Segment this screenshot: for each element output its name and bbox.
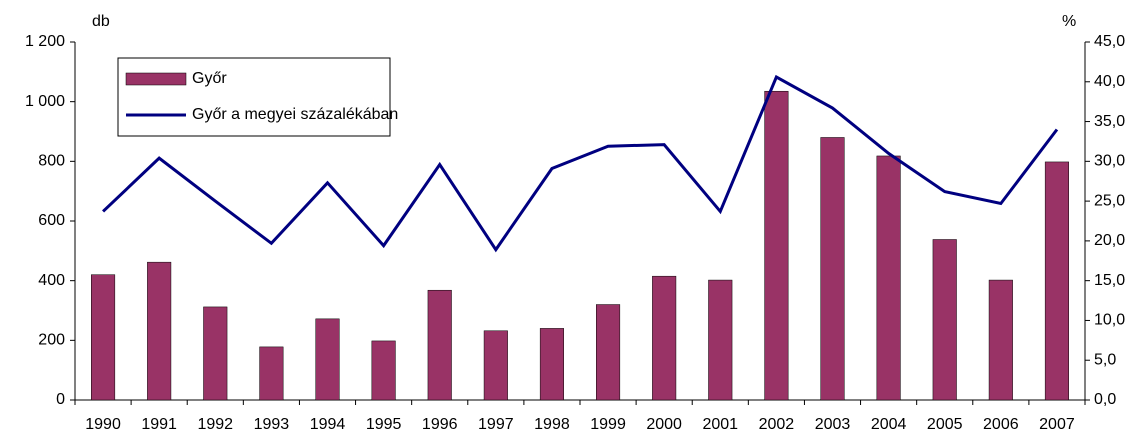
bar (259, 346, 284, 401)
x-tick-label: 1993 (254, 416, 290, 433)
bar (708, 279, 733, 401)
line (102, 74, 1059, 253)
legend-label: Győr (192, 70, 227, 87)
bar (315, 318, 340, 401)
x-tick-label: 1992 (197, 416, 233, 433)
bar (764, 90, 789, 401)
y2-tick-label: 40,0 (1094, 73, 1125, 90)
y-tick-label: 0 (56, 391, 65, 408)
y2-tick-label: 20,0 (1094, 232, 1125, 249)
bar (876, 155, 901, 401)
x-tick-label: 2000 (646, 416, 682, 433)
bar (652, 275, 677, 401)
y-tick-label: 200 (38, 332, 65, 349)
y2-tick-label: 5,0 (1094, 351, 1116, 368)
bar (932, 239, 957, 401)
x-tick-label: 2004 (871, 416, 907, 433)
bar (596, 304, 621, 401)
bar (91, 274, 116, 401)
y2-tick-label: 0,0 (1094, 391, 1116, 408)
x-tick-label: 2006 (983, 416, 1019, 433)
bar (147, 261, 172, 401)
x-tick-label: 1995 (366, 416, 402, 433)
y2-axis-label: % (1062, 13, 1076, 30)
y2-tick-label: 10,0 (1094, 312, 1125, 329)
x-tick-label: 2002 (759, 416, 795, 433)
legend-swatch (125, 72, 187, 86)
y2-tick-label: 30,0 (1094, 153, 1125, 170)
y-tick-label: 1 200 (25, 33, 65, 50)
bar (371, 340, 396, 401)
bar (1044, 161, 1069, 401)
y2-tick-label: 45,0 (1094, 33, 1125, 50)
y-tick-label: 600 (38, 212, 65, 229)
y2-tick-label: 15,0 (1094, 272, 1125, 289)
x-tick-label: 1998 (534, 416, 570, 433)
legend-box (117, 57, 391, 137)
x-tick-label: 2007 (1039, 416, 1075, 433)
bar (820, 137, 845, 401)
y-axis-label: db (92, 13, 110, 30)
y2-tick-label: 25,0 (1094, 192, 1125, 209)
bar (988, 279, 1013, 401)
x-tick-label: 1994 (310, 416, 346, 433)
x-tick-label: 1999 (590, 416, 626, 433)
legend-label: Győr a megyei százalékában (192, 106, 398, 123)
y-tick-label: 800 (38, 153, 65, 170)
x-tick-label: 1996 (422, 416, 458, 433)
bar (427, 289, 452, 401)
x-tick-label: 2003 (815, 416, 851, 433)
bar (483, 330, 508, 401)
bar (539, 328, 564, 401)
x-tick-label: 1990 (85, 416, 121, 433)
x-tick-label: 2001 (702, 416, 738, 433)
bar (203, 306, 228, 401)
y2-tick-label: 35,0 (1094, 113, 1125, 130)
y-tick-label: 400 (38, 272, 65, 289)
x-tick-label: 1997 (478, 416, 514, 433)
x-tick-label: 2005 (927, 416, 963, 433)
y-tick-label: 1 000 (25, 93, 65, 110)
x-tick-label: 1991 (141, 416, 177, 433)
